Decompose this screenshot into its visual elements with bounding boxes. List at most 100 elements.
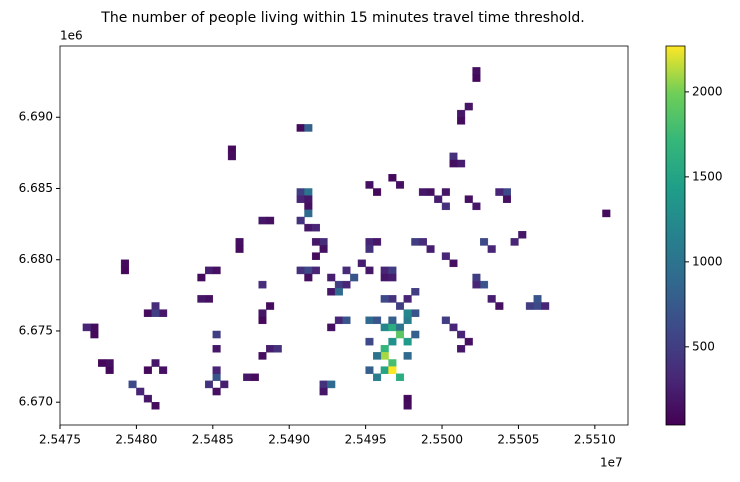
x-tick-label: 2.5490 <box>268 433 310 447</box>
cell <box>388 316 397 325</box>
cell <box>441 316 450 325</box>
cell <box>212 345 221 353</box>
cell <box>464 102 473 111</box>
cell <box>472 202 481 211</box>
cell <box>403 295 412 303</box>
cell <box>120 266 129 275</box>
cell <box>311 223 320 232</box>
cell <box>495 188 504 196</box>
cell <box>258 352 267 360</box>
cell <box>143 394 152 403</box>
cell <box>212 366 221 374</box>
y-offset-label: 1e6 <box>60 29 83 43</box>
cell <box>457 117 466 125</box>
cell <box>327 273 336 282</box>
cell <box>296 124 305 132</box>
cell <box>487 295 496 303</box>
cell <box>411 330 420 339</box>
cell <box>151 359 160 367</box>
cell <box>388 366 397 374</box>
cell <box>311 238 320 246</box>
x-offset-label: 1e7 <box>600 456 623 470</box>
cell <box>602 209 611 218</box>
cell <box>502 188 511 196</box>
cell <box>495 302 504 310</box>
cell <box>159 366 168 374</box>
cell <box>319 238 328 246</box>
cell <box>480 280 489 289</box>
cell <box>373 238 382 246</box>
cell <box>204 266 214 275</box>
cell <box>342 280 351 289</box>
cell <box>441 188 450 196</box>
cell <box>502 195 511 203</box>
x-tick-label: 2.5475 <box>39 433 81 447</box>
y-tick-label: 6.675 <box>19 323 53 337</box>
cell <box>388 323 397 332</box>
cell <box>533 295 542 303</box>
cell <box>403 402 412 410</box>
cell <box>212 266 221 275</box>
cell <box>197 273 206 282</box>
cell <box>266 302 275 310</box>
cell <box>395 373 405 382</box>
x-tick-label: 2.5485 <box>192 433 234 447</box>
cell <box>90 323 99 332</box>
cell <box>441 252 450 260</box>
cell <box>311 252 320 260</box>
cell <box>227 152 236 161</box>
cell <box>304 195 313 203</box>
cell <box>388 359 397 367</box>
cell <box>464 195 473 203</box>
cell <box>411 309 420 317</box>
cell <box>388 266 397 275</box>
cell <box>518 231 527 239</box>
cell <box>258 309 267 317</box>
cell <box>350 273 359 282</box>
cell <box>151 402 160 410</box>
x-tick-label: 2.5500 <box>421 433 463 447</box>
colorbar-tick-label: 2000 <box>692 84 723 98</box>
cell <box>98 359 107 367</box>
cell <box>533 302 542 310</box>
cell <box>296 266 305 275</box>
cell <box>327 380 336 389</box>
y-tick-label: 6.685 <box>19 181 53 195</box>
cell <box>82 323 91 332</box>
cell <box>418 238 427 246</box>
cell <box>388 295 397 303</box>
cell <box>296 216 305 225</box>
cell <box>403 352 412 360</box>
cell <box>120 259 129 268</box>
cell <box>105 366 114 374</box>
cell <box>227 145 236 154</box>
cell <box>258 216 267 225</box>
cell <box>342 316 351 325</box>
cell <box>319 380 328 389</box>
cell <box>266 345 275 353</box>
cell <box>449 152 458 161</box>
y-tick-label: 6.680 <box>19 252 53 266</box>
chart-title: The number of people living within 15 mi… <box>100 10 584 26</box>
cell <box>380 273 389 282</box>
cell <box>434 195 443 203</box>
cell <box>426 188 435 196</box>
cell <box>243 373 252 382</box>
cell <box>143 309 152 317</box>
cell <box>319 245 328 253</box>
cell <box>197 295 206 303</box>
cell <box>472 273 481 282</box>
cell <box>266 216 275 225</box>
cell <box>304 202 313 211</box>
cell <box>365 316 374 325</box>
cell <box>525 302 534 310</box>
cell <box>365 238 374 246</box>
cell <box>334 288 343 296</box>
cell <box>159 309 168 317</box>
cell <box>220 380 229 389</box>
cell <box>472 74 481 82</box>
cell <box>449 159 458 168</box>
cell <box>487 245 496 253</box>
cell <box>258 316 267 325</box>
cell <box>510 238 519 246</box>
